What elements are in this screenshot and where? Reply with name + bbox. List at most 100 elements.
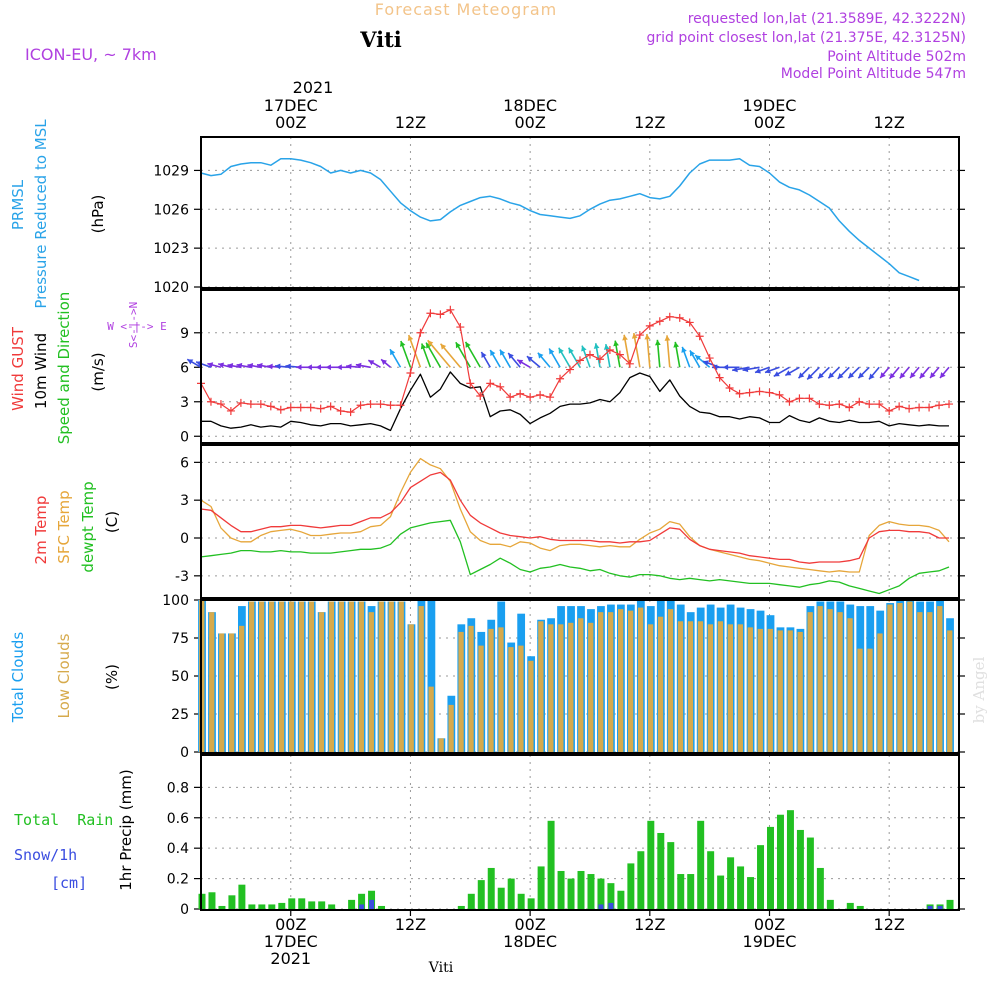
wind-gust-line bbox=[200, 309, 950, 413]
wind-arrow-head bbox=[732, 366, 738, 373]
temperature-panel: -3 0 3 6 bbox=[175, 444, 965, 599]
low-cloud-bar bbox=[588, 622, 594, 752]
gust-marker bbox=[376, 400, 385, 409]
cloud-labels: Total Clouds Low Clouds (%) bbox=[9, 632, 121, 724]
rain-bar bbox=[796, 829, 804, 909]
y-tick-label: 0.6 bbox=[167, 811, 189, 827]
wind-arrow-head bbox=[654, 339, 661, 346]
low-cloud-bar bbox=[568, 622, 574, 752]
gust-marker bbox=[935, 401, 944, 410]
gust-marker bbox=[486, 379, 495, 388]
rain-bar bbox=[776, 814, 784, 909]
gust-marker bbox=[735, 389, 744, 398]
gust-marker bbox=[705, 354, 714, 363]
wind-arrow-head bbox=[267, 363, 273, 370]
low-cloud-bar bbox=[288, 601, 295, 752]
rain-bar bbox=[248, 904, 256, 909]
rain-bar bbox=[358, 893, 366, 909]
low-cloud-bar bbox=[817, 606, 823, 752]
gust-marker bbox=[276, 405, 285, 414]
point-altitude: Point Altitude 502m bbox=[827, 49, 966, 65]
low-cloud-bar bbox=[877, 633, 883, 752]
rain-bar bbox=[856, 905, 864, 909]
low-cloud-bar bbox=[687, 621, 694, 752]
gust-marker bbox=[346, 408, 355, 417]
low-cloud-bar bbox=[239, 625, 245, 752]
wind-arrow-head bbox=[722, 364, 729, 371]
low-cloud-bar bbox=[548, 624, 554, 752]
gust-marker bbox=[356, 401, 365, 410]
low-cloud-bar bbox=[937, 606, 943, 752]
low-cloud-bar bbox=[897, 603, 903, 752]
precip-labels: Total Rain Snow/1h [cm] 1hr Precip (mm) bbox=[14, 769, 135, 892]
top-time-label: 12Z bbox=[874, 113, 905, 132]
gust-marker bbox=[296, 403, 305, 412]
wind-arrow bbox=[666, 335, 671, 368]
wind-arrow-head bbox=[236, 362, 243, 369]
low-cloud-bar bbox=[867, 648, 873, 752]
y-tick-label: 6 bbox=[180, 360, 189, 376]
y-tick-label: 0 bbox=[180, 429, 189, 445]
top-time-label: 12Z bbox=[395, 113, 426, 132]
pressure-label-full: Pressure Reduced to MSL bbox=[32, 119, 50, 309]
top-time-label: 00Z bbox=[514, 113, 545, 132]
gust-marker bbox=[905, 404, 914, 413]
gust-marker bbox=[386, 401, 395, 410]
t2m-line bbox=[200, 471, 949, 564]
low-cloud-bar bbox=[598, 612, 604, 752]
y-tick-label: 6 bbox=[180, 455, 189, 471]
wind-arrow-head bbox=[930, 372, 936, 379]
low-cloud-bar bbox=[917, 612, 923, 752]
wind-10m-line bbox=[201, 371, 949, 432]
wind-arrow-head bbox=[346, 363, 352, 370]
snow-bar bbox=[927, 905, 933, 909]
rain-bar bbox=[667, 842, 675, 909]
wind-arrow-head bbox=[837, 373, 844, 379]
wind-arrow-head bbox=[315, 364, 321, 371]
rain-bar bbox=[846, 902, 854, 909]
y-tick-label: 3 bbox=[180, 493, 189, 509]
low-cloud-bar bbox=[667, 609, 674, 752]
y-tick-label: 0 bbox=[180, 745, 189, 761]
bottom-time-label: 00Z bbox=[275, 915, 306, 934]
credit-watermark: by Angel bbox=[970, 656, 988, 723]
rain-bar bbox=[457, 905, 465, 909]
low-cloud-bar bbox=[428, 686, 434, 752]
pressure-labels: PRMSL Pressure Reduced to MSL (hPa) bbox=[9, 119, 107, 309]
panel-frame bbox=[200, 289, 960, 444]
wind-arrow bbox=[427, 339, 451, 368]
rain-bar bbox=[318, 901, 326, 909]
low-cloud-bar bbox=[418, 606, 424, 752]
rain-bar bbox=[697, 820, 705, 909]
sfc-temp-line bbox=[200, 457, 950, 573]
y-tick-label: 50 bbox=[171, 669, 189, 685]
gust-marker bbox=[835, 400, 844, 409]
gust-marker bbox=[655, 317, 664, 326]
wind-arrow-head bbox=[390, 349, 396, 356]
rain-bar bbox=[537, 866, 545, 909]
rain-bar bbox=[737, 866, 745, 909]
wind-arrow-head bbox=[742, 366, 749, 373]
wind-arrow-head bbox=[568, 347, 574, 354]
low-cloud-bar bbox=[258, 601, 265, 752]
wind-arrow-head bbox=[285, 363, 291, 370]
gust-marker bbox=[895, 402, 904, 411]
wind-arrow-head bbox=[828, 372, 835, 379]
wind-arrow-head bbox=[785, 370, 792, 376]
wind-arrow-head bbox=[399, 340, 406, 347]
low-cloud-bar bbox=[747, 627, 753, 752]
low-cloud-bar bbox=[757, 628, 763, 752]
low-cloud-bar bbox=[558, 624, 564, 752]
rain-bar bbox=[717, 875, 725, 909]
gust-marker bbox=[605, 346, 614, 355]
gust-marker bbox=[266, 402, 275, 411]
wind-arrow-head bbox=[603, 344, 610, 350]
low-cloud-bar bbox=[947, 630, 953, 752]
y-tick-label: 1020 bbox=[153, 280, 189, 296]
low-cloud-bar bbox=[538, 621, 544, 752]
gust-marker bbox=[625, 359, 634, 368]
total-cloud-bar bbox=[427, 600, 436, 752]
model-label: ICON-EU, ~ 7km bbox=[25, 45, 157, 64]
top-time-label: 12Z bbox=[634, 113, 665, 132]
wind-arrow-head bbox=[939, 372, 946, 379]
